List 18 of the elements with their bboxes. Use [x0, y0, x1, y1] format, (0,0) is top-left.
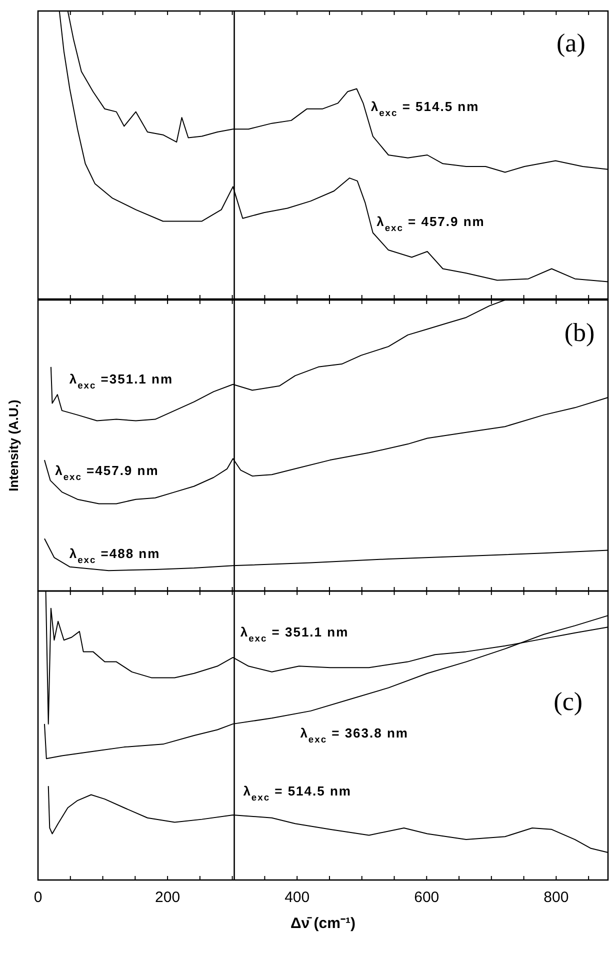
series-label: λ$_{exc}$ = 514.5 nm [370, 99, 480, 118]
annotation: (b) [564, 318, 595, 348]
series-label: λ$_{exc}$ =351.1 nm [69, 372, 174, 391]
x-axis-title: Δν̄ (cm⁻¹) [290, 915, 356, 932]
series-label: λ$_{exc}$ =457.9 nm [55, 463, 159, 482]
series-label: λ$_{exc}$ = 457.9 nm [376, 214, 485, 234]
series-label: λ$_{exc}$ =488 nm [69, 546, 160, 566]
series-label: λ$_{exc}$ = 363.8 nm [300, 726, 408, 745]
x-tick-label: 600 [414, 889, 440, 906]
x-tick-label: 800 [544, 889, 569, 906]
x-tick-label: 0 [34, 889, 42, 906]
x-tick-label: 200 [155, 889, 180, 906]
annotation: (a) [556, 28, 586, 58]
series-label: λ$_{exc}$ = 514.5 nm [243, 783, 352, 802]
series-label: λ$_{exc}$ = 351.1 nm [240, 624, 349, 644]
annotation: (c) [554, 686, 583, 716]
y-axis-title: Intensity (A.U.) [6, 400, 21, 492]
x-tick-label: 400 [284, 889, 310, 906]
